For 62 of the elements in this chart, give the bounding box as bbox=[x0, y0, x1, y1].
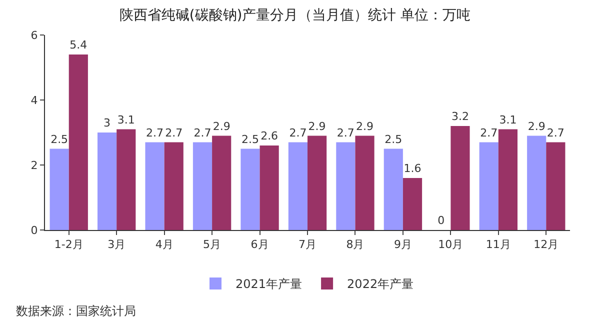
y-tick-label: 6 bbox=[30, 28, 38, 42]
bar bbox=[260, 146, 279, 230]
bar bbox=[68, 54, 88, 230]
data-label: 2.9 bbox=[528, 120, 546, 133]
bar bbox=[164, 142, 184, 230]
data-label: 2.7 bbox=[165, 126, 183, 140]
x-tick-label: 3月 bbox=[108, 238, 126, 252]
y-tick-label: 0 bbox=[30, 224, 38, 237]
source-note: 数据来源：国家统计局 bbox=[16, 304, 136, 318]
y-tick-label: 4 bbox=[30, 94, 38, 107]
data-label: 2.7 bbox=[546, 126, 564, 140]
bar bbox=[212, 136, 232, 230]
data-label: 2.5 bbox=[384, 132, 402, 146]
bar bbox=[402, 178, 422, 230]
y-tick-label: 2 bbox=[30, 158, 38, 172]
data-label: 2.7 bbox=[146, 126, 164, 140]
data-label: 2.9 bbox=[308, 120, 326, 133]
bar bbox=[384, 148, 403, 230]
x-tick-label: 12月 bbox=[534, 238, 559, 252]
bar bbox=[192, 142, 212, 230]
x-tick-label: 11月 bbox=[486, 238, 511, 252]
bar bbox=[355, 136, 374, 230]
data-label: 2.5 bbox=[50, 132, 68, 146]
x-tick-label: 9月 bbox=[394, 238, 412, 252]
data-label: 2.5 bbox=[241, 132, 259, 146]
data-label: 2.7 bbox=[289, 126, 307, 140]
data-label: 2.7 bbox=[480, 126, 498, 140]
bar bbox=[308, 136, 327, 230]
bar bbox=[98, 132, 117, 230]
x-tick-label: 1-2月 bbox=[54, 238, 84, 252]
x-tick-label: 5月 bbox=[203, 238, 222, 252]
data-label: 3.1 bbox=[117, 113, 135, 126]
x-tick-label: 7月 bbox=[298, 238, 316, 252]
bar bbox=[288, 142, 308, 230]
bar bbox=[450, 126, 470, 230]
data-label: 2.6 bbox=[260, 130, 278, 142]
data-label: 0 bbox=[438, 214, 445, 227]
x-tick-label: 8月 bbox=[346, 238, 364, 252]
bar bbox=[527, 136, 546, 230]
bar bbox=[240, 148, 260, 230]
data-label: 3.1 bbox=[499, 113, 517, 126]
bar bbox=[116, 129, 136, 230]
x-tick-label: 4月 bbox=[155, 238, 174, 252]
legend-label: 2021年产量 bbox=[236, 277, 302, 292]
x-tick-label: 6月 bbox=[250, 238, 269, 252]
data-label: 2.7 bbox=[336, 126, 354, 140]
bar bbox=[546, 142, 566, 230]
data-label: 1.6 bbox=[404, 162, 422, 175]
data-label: 2.7 bbox=[194, 126, 212, 140]
bar bbox=[479, 142, 498, 230]
chart-title: 陕西省纯碱(碳酸钠)产量分月（当月值）统计 单位：万吨 bbox=[119, 8, 471, 24]
bar bbox=[498, 129, 518, 230]
bar bbox=[50, 148, 69, 230]
bar bbox=[145, 142, 164, 230]
data-label: 2.9 bbox=[212, 120, 230, 133]
data-label: 5.4 bbox=[70, 38, 88, 52]
legend-label: 2022年产量 bbox=[347, 277, 414, 292]
bar bbox=[336, 142, 356, 230]
data-label: 3 bbox=[104, 116, 111, 130]
data-label: 2.9 bbox=[356, 120, 374, 133]
x-tick-label: 10月 bbox=[438, 238, 464, 252]
data-label: 3.2 bbox=[451, 110, 469, 123]
